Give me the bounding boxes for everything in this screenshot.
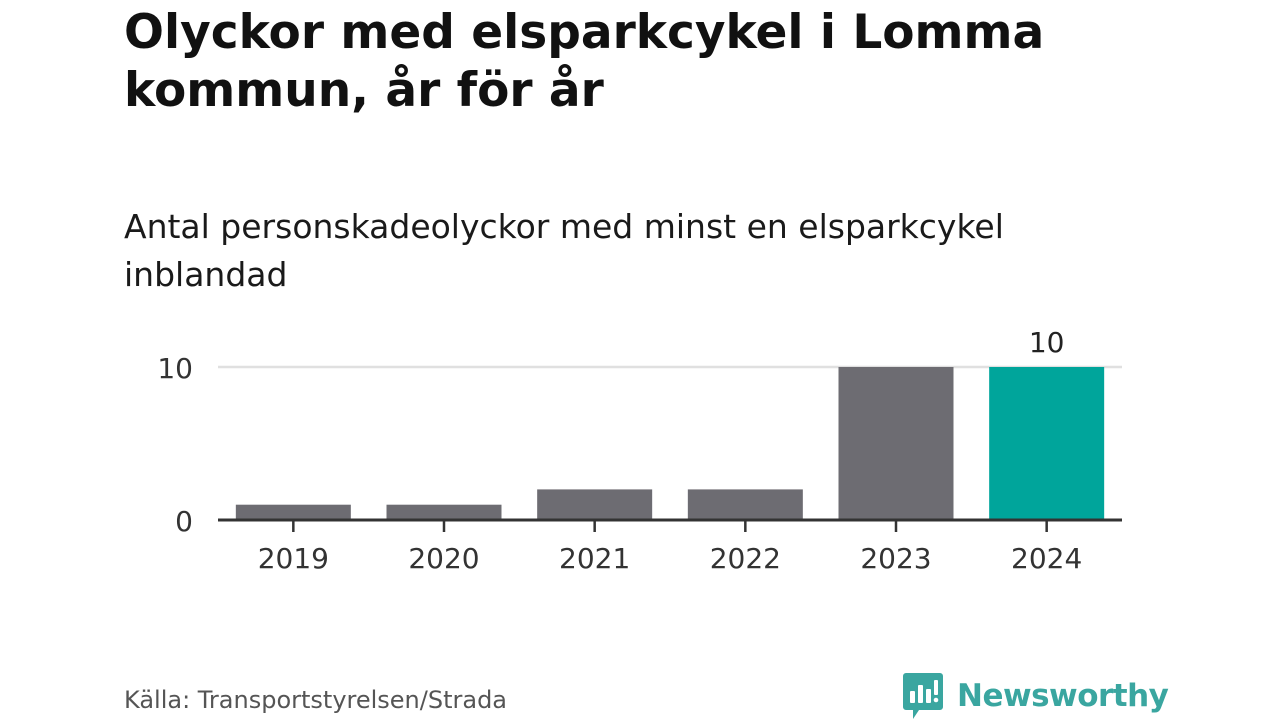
brand-logo: Newsworthy <box>903 672 1169 720</box>
source-note: Källa: Transportstyrelsen/Strada <box>124 686 508 714</box>
bar-2020 <box>386 504 502 520</box>
x-tick-label: 2020 <box>408 542 479 575</box>
bar-2019 <box>235 504 351 520</box>
x-tick-label: 2023 <box>860 542 931 575</box>
x-axis <box>218 518 1122 532</box>
bar-2021 <box>537 489 653 520</box>
x-tick-label: 2024 <box>1011 542 1082 575</box>
bars <box>235 367 1105 520</box>
newsworthy-logo-icon <box>903 673 943 719</box>
labels: 0 10 2019 2020 2021 2022 2023 2024 10 <box>157 326 1082 575</box>
y-tick-label: 0 <box>175 505 193 538</box>
chart-title: Olyckor med elsparkcykel i Lomma kommun,… <box>124 5 1045 118</box>
bar-chart: 0 10 2019 2020 2021 2022 2023 2024 10 <box>157 326 1122 575</box>
bar-2024 <box>989 367 1105 520</box>
bar-2023 <box>838 367 954 520</box>
chart-subtitle: Antal personskadeolyckor med minst en el… <box>124 207 1004 294</box>
brand-name: Newsworthy <box>957 678 1169 714</box>
x-tick-label: 2019 <box>258 542 329 575</box>
y-tick-label: 10 <box>157 352 193 385</box>
x-tick-label: 2021 <box>559 542 630 575</box>
x-tick-label: 2022 <box>710 542 781 575</box>
bar-2022 <box>687 489 803 520</box>
data-label: 10 <box>1029 326 1065 359</box>
